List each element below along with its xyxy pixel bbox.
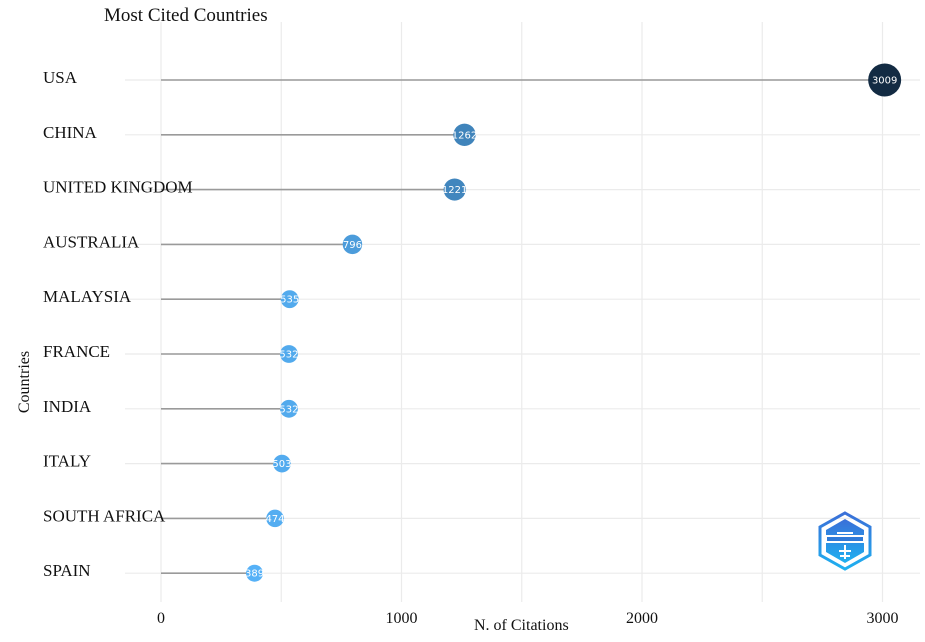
lollipop-point [280,290,299,309]
value-label: 1221 [442,185,467,196]
x-tick-label: 1000 [386,610,418,627]
value-label: 389 [245,569,264,580]
y-tick-label: INDIA [43,397,92,416]
lollipop-point [280,399,298,418]
y-tick-label: AUSTRALIA [43,232,140,251]
lollipop-point [280,345,298,363]
grid-layer [125,22,920,602]
value-label: 474 [265,514,284,525]
y-tick-label: USA [43,68,78,87]
x-tick-label: 3000 [867,610,899,627]
y-tick-label: CHINA [43,123,98,142]
lollipop-point [246,564,264,582]
y-tick-label: FRANCE [43,342,110,361]
value-label: 535 [280,295,299,306]
y-tick-labels: USA CHINA UNITED KINGDOM AUSTRALIA MALAYSIA F… [43,68,193,580]
y-axis-label: Countries [16,350,33,414]
value-label: 532 [279,404,298,415]
y-tick-label: ITALY [43,452,91,471]
y-tick-label: SPAIN [43,561,91,580]
label-layer: 3009 1262 1221 796 535 532 532 503 474 389 [245,76,897,580]
y-tick-label: MALAYSIA [43,287,132,306]
chart-title: Most Cited Countries [104,5,268,26]
lollipop-point [342,234,363,255]
value-label: 1262 [452,130,477,141]
x-axis-label: N. of Citations [474,617,569,634]
x-tick-label: 0 [157,610,165,627]
lollipop-point [443,178,466,201]
x-tick-label: 2000 [626,610,658,627]
lollipop-point [266,509,284,528]
value-label: 532 [279,350,298,361]
bibliometrix-logo-icon [818,511,872,571]
point-layer [246,63,902,582]
value-label: 3009 [872,76,897,87]
y-tick-label: SOUTH AFRICA [43,506,166,525]
lollipop-point [273,454,291,473]
value-label: 796 [343,240,362,251]
stem-layer [161,79,885,575]
value-label: 503 [272,459,291,470]
x-tick-labels: 0 1000 2000 3000 [157,610,899,627]
lollipop-point [868,63,902,97]
lollipop-point [453,123,476,146]
y-tick-label: UNITED KINGDOM [43,178,193,197]
